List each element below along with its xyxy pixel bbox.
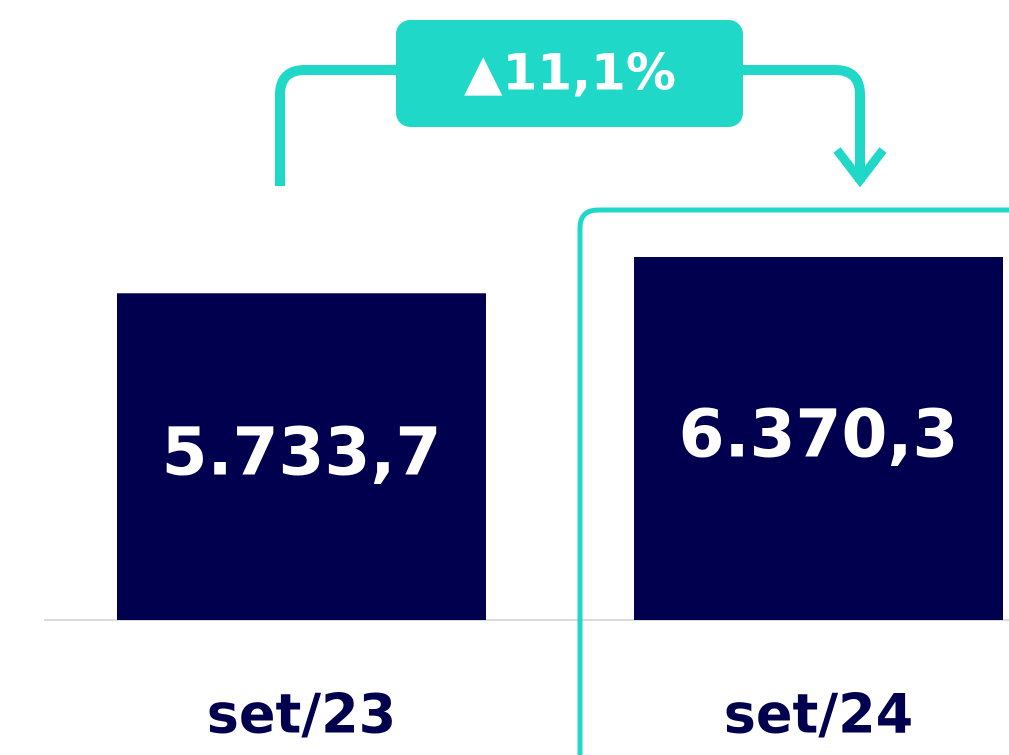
category-label: set/24 bbox=[724, 683, 913, 746]
arrow-head bbox=[833, 147, 887, 188]
bar bbox=[634, 257, 1003, 620]
value-label: 6.370,3 bbox=[679, 396, 959, 473]
bracket bbox=[275, 65, 865, 186]
highlight-frame bbox=[577, 207, 1009, 755]
change-badge bbox=[396, 20, 743, 127]
bar bbox=[117, 293, 486, 620]
category-label: set/23 bbox=[207, 683, 396, 746]
value-label: 5.733,7 bbox=[162, 414, 442, 491]
change-label: ▲11,1% bbox=[464, 44, 676, 102]
